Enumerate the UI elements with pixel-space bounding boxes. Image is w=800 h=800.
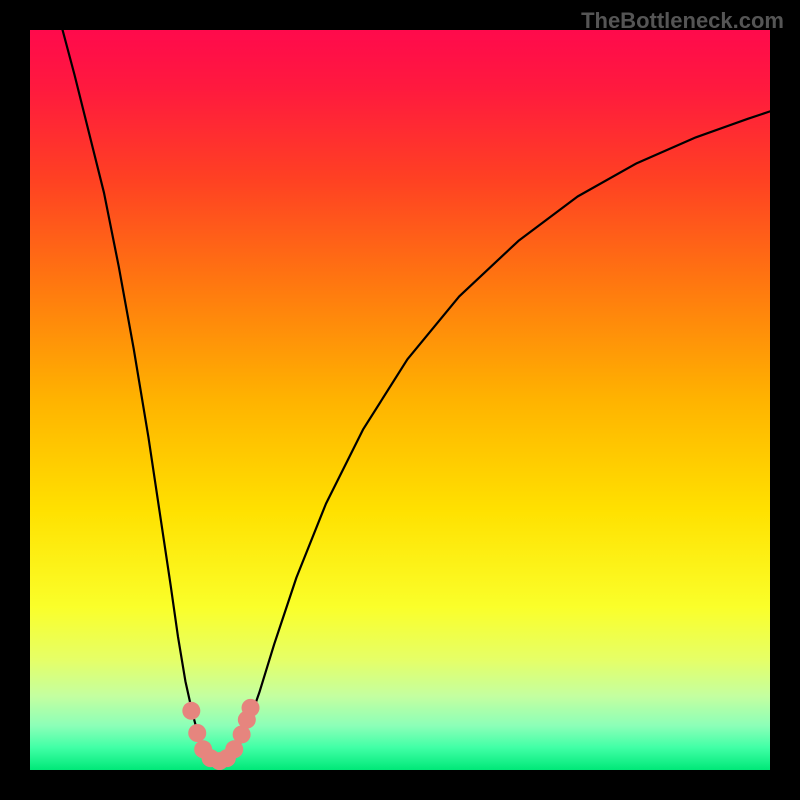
plot-area: [30, 30, 770, 770]
watermark-text: TheBottleneck.com: [581, 8, 784, 34]
chart-canvas: TheBottleneck.com: [0, 0, 800, 800]
curve-layer: [30, 30, 770, 770]
bottleneck-curve: [63, 30, 770, 763]
data-marker: [182, 702, 200, 720]
data-marker: [188, 724, 206, 742]
data-marker: [242, 699, 260, 717]
